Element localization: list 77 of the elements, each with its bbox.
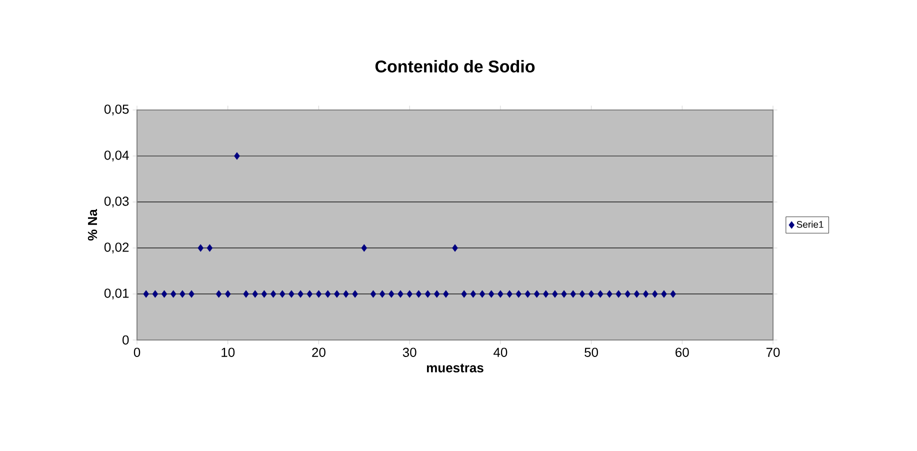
point: [542, 290, 549, 298]
point: [252, 290, 258, 298]
point: [161, 290, 168, 298]
point: [398, 290, 404, 298]
point: [180, 290, 186, 298]
x-tick-label: 50: [584, 348, 598, 357]
point: [261, 290, 268, 298]
point: [443, 290, 449, 298]
point: [234, 152, 240, 160]
point: [288, 290, 294, 298]
point: [579, 290, 586, 298]
point: [534, 290, 540, 298]
point: [552, 290, 558, 298]
point: [406, 290, 412, 298]
point: [661, 290, 667, 298]
point: [434, 290, 440, 298]
point: [152, 290, 158, 298]
x-tick-label: 10: [222, 348, 235, 357]
point: [298, 290, 304, 298]
point: [461, 290, 467, 298]
point: [624, 290, 631, 298]
point: [270, 290, 276, 298]
point: [452, 244, 458, 252]
x-tick-label: 60: [676, 348, 689, 357]
point: [206, 244, 213, 252]
point: [424, 290, 431, 298]
point: [416, 290, 422, 298]
point: [642, 290, 649, 298]
point: [324, 290, 331, 298]
x-tick-label: 30: [402, 348, 416, 357]
point: [306, 290, 313, 298]
x-tick-label: 0: [134, 348, 140, 357]
point: [170, 290, 176, 298]
point: [198, 244, 204, 252]
chart-title: Contenido de Sodio: [375, 60, 535, 72]
legend-label: Serie1: [796, 220, 824, 228]
point: [506, 290, 512, 298]
point: [561, 290, 567, 298]
y-tick-label: 0,04: [104, 150, 129, 162]
point: [479, 290, 486, 298]
point: [498, 290, 504, 298]
y-tick-label: 0,01: [104, 288, 129, 300]
point: [334, 290, 340, 298]
point: [570, 290, 576, 298]
point: [597, 290, 604, 298]
x-tick-label: 20: [312, 348, 326, 357]
point: [616, 290, 622, 298]
point: [143, 290, 149, 298]
point: [279, 290, 286, 298]
point: [188, 290, 194, 298]
point: [652, 290, 658, 298]
point: [670, 290, 676, 298]
point: [606, 290, 612, 298]
point: [316, 290, 322, 298]
point: [352, 290, 358, 298]
y-tick-label: 0,03: [104, 196, 129, 208]
y-tick-label: 0,05: [104, 104, 129, 116]
point: [370, 290, 376, 298]
point: [488, 290, 494, 298]
x-tick-label: 70: [766, 348, 780, 357]
point: [388, 290, 394, 298]
point: [216, 290, 222, 298]
point: [361, 244, 368, 252]
y-axis-title: % Na: [88, 209, 98, 241]
y-tick-label: 0,02: [104, 242, 129, 254]
point: [516, 290, 522, 298]
y-tick-label: 0: [122, 335, 129, 345]
point: [524, 290, 531, 298]
point: [343, 290, 349, 298]
point: [224, 290, 231, 298]
point: [634, 290, 640, 298]
x-axis-title: muestras: [426, 364, 484, 372]
point: [379, 290, 386, 298]
point: [470, 290, 476, 298]
point: [588, 290, 594, 298]
point: [243, 290, 249, 298]
x-tick-label: 40: [494, 348, 508, 357]
